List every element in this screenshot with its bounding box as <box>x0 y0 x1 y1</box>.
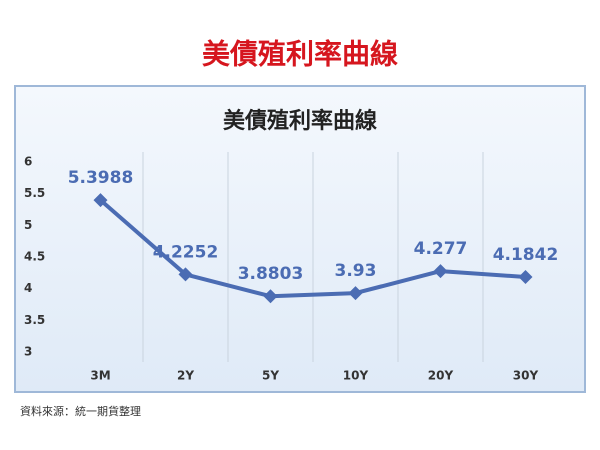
x-tick-label: 10Y <box>343 369 369 383</box>
data-label: 5.3988 <box>68 168 134 188</box>
y-tick-label: 6 <box>24 155 32 169</box>
chart-title: 美債殖利率曲線 <box>223 108 377 134</box>
marker <box>263 289 278 304</box>
marker <box>93 193 108 208</box>
marker <box>518 270 533 285</box>
marker <box>433 264 448 279</box>
data-label: 3.8803 <box>238 264 304 284</box>
y-tick-label: 3.5 <box>24 313 45 327</box>
chart-frame <box>14 85 586 393</box>
data-label: 4.2252 <box>153 242 219 262</box>
source-note: 資料來源：統一期貨整理 <box>20 404 141 418</box>
data-label: 4.277 <box>414 239 468 259</box>
y-tick-label: 5 <box>24 218 32 232</box>
y-tick-label: 5.5 <box>24 186 45 200</box>
x-tick-label: 20Y <box>428 369 454 383</box>
y-tick-label: 4 <box>24 281 32 295</box>
x-tick-label: 3M <box>90 369 110 383</box>
line <box>99 198 526 299</box>
data-label: 4.1842 <box>493 245 559 265</box>
y-tick-label: 4.5 <box>24 250 45 264</box>
y-tick-label: 3 <box>24 345 32 359</box>
x-tick-label: 30Y <box>513 369 539 383</box>
page-title: 美債殖利率曲線 <box>202 38 398 71</box>
marker <box>178 267 193 282</box>
chart: 美債殖利率曲線 <box>223 108 377 134</box>
x-tick-label: 5Y <box>262 369 279 383</box>
marker <box>348 286 363 301</box>
data-label: 3.93 <box>335 261 377 281</box>
x-tick-label: 2Y <box>177 369 194 383</box>
